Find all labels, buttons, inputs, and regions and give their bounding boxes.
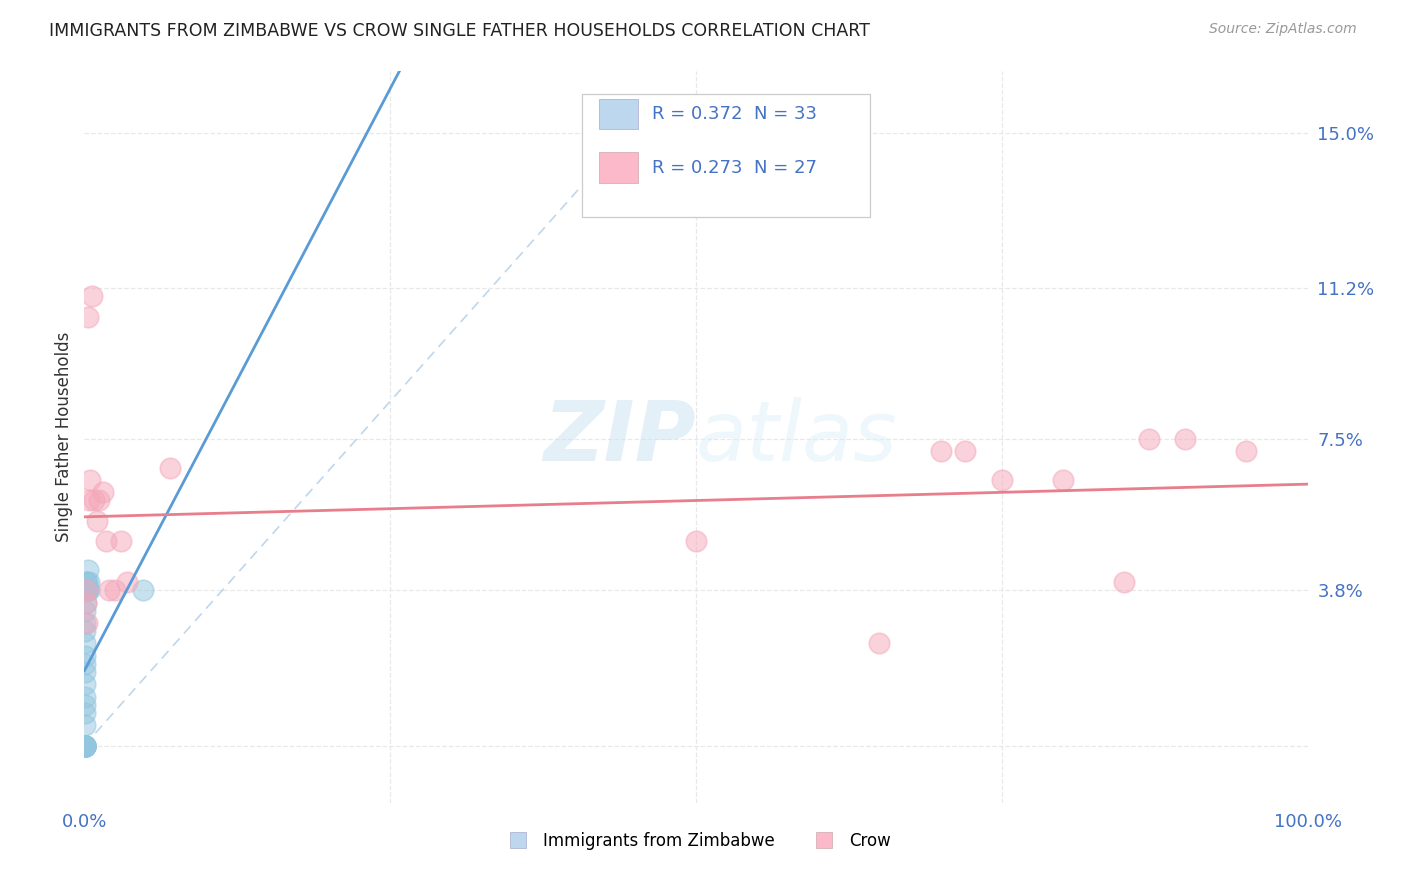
Point bbox=[80, 289, 103, 303]
Point bbox=[75, 624, 97, 639]
Point bbox=[77, 310, 100, 324]
Point bbox=[75, 596, 97, 610]
Point bbox=[73, 739, 96, 753]
Point bbox=[75, 636, 97, 650]
Point bbox=[79, 473, 101, 487]
Point bbox=[73, 739, 96, 753]
Point bbox=[685, 534, 707, 549]
Point bbox=[1137, 432, 1160, 446]
Point bbox=[73, 739, 96, 753]
Point bbox=[73, 698, 96, 712]
Point bbox=[77, 583, 100, 598]
Point bbox=[73, 718, 96, 732]
Legend: Immigrants from Zimbabwe, Crow: Immigrants from Zimbabwe, Crow bbox=[495, 825, 897, 856]
Point bbox=[73, 739, 96, 753]
Y-axis label: Single Father Households: Single Father Households bbox=[55, 332, 73, 542]
Text: R = 0.273: R = 0.273 bbox=[652, 159, 742, 177]
Point bbox=[73, 739, 96, 753]
Point bbox=[1236, 444, 1258, 458]
Point bbox=[73, 739, 96, 753]
Point bbox=[75, 665, 97, 679]
Point bbox=[76, 583, 98, 598]
Text: IMMIGRANTS FROM ZIMBABWE VS CROW SINGLE FATHER HOUSEHOLDS CORRELATION CHART: IMMIGRANTS FROM ZIMBABWE VS CROW SINGLE … bbox=[49, 22, 870, 40]
Text: N = 27: N = 27 bbox=[754, 159, 817, 177]
Point bbox=[73, 739, 96, 753]
Point bbox=[86, 514, 108, 528]
Point bbox=[1174, 432, 1197, 446]
Point bbox=[73, 690, 96, 704]
Text: N = 33: N = 33 bbox=[754, 105, 817, 123]
Point bbox=[159, 460, 181, 475]
Point bbox=[1052, 473, 1074, 487]
Point bbox=[132, 583, 155, 598]
Point bbox=[76, 575, 98, 590]
Point bbox=[96, 534, 118, 549]
Point bbox=[77, 563, 100, 577]
Point bbox=[73, 739, 96, 753]
Text: ZIP: ZIP bbox=[543, 397, 696, 477]
Point bbox=[75, 575, 97, 590]
Point bbox=[929, 444, 952, 458]
Point bbox=[953, 444, 976, 458]
Point bbox=[75, 604, 97, 618]
Point bbox=[75, 648, 97, 663]
Point bbox=[869, 636, 891, 650]
Point bbox=[115, 575, 138, 590]
Point bbox=[87, 493, 110, 508]
Point bbox=[75, 615, 97, 630]
Text: atlas: atlas bbox=[696, 397, 897, 477]
Text: Source: ZipAtlas.com: Source: ZipAtlas.com bbox=[1209, 22, 1357, 37]
Point bbox=[75, 677, 97, 691]
Point bbox=[75, 583, 97, 598]
Point bbox=[104, 583, 127, 598]
Point bbox=[73, 706, 96, 720]
Point bbox=[75, 583, 97, 598]
Point bbox=[97, 583, 120, 598]
Point bbox=[110, 534, 132, 549]
Point bbox=[76, 615, 98, 630]
Point bbox=[77, 493, 100, 508]
Point bbox=[75, 583, 97, 598]
Point bbox=[75, 657, 97, 671]
Point bbox=[83, 493, 105, 508]
Point bbox=[1114, 575, 1136, 590]
Point bbox=[77, 583, 100, 598]
Point bbox=[75, 596, 97, 610]
Point bbox=[91, 485, 114, 500]
Point bbox=[77, 575, 100, 590]
Point bbox=[991, 473, 1014, 487]
Point bbox=[73, 739, 96, 753]
Text: R = 0.372: R = 0.372 bbox=[652, 105, 742, 123]
Point bbox=[73, 739, 96, 753]
